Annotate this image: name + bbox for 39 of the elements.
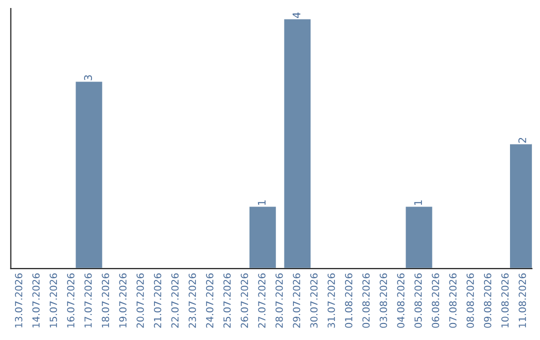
x-tick-label: 26.07.2026 xyxy=(240,273,248,328)
x-tick-label: 18.07.2026 xyxy=(102,273,110,328)
x-tick-label: 28.07.2026 xyxy=(276,273,283,328)
x-tick-label: 19.07.2026 xyxy=(119,273,127,328)
bar xyxy=(248,205,278,269)
x-tick-label: 31.07.2026 xyxy=(328,273,335,328)
x-tick-label: 06.08.2026 xyxy=(432,273,440,328)
data-label: 4 xyxy=(292,12,300,18)
bar xyxy=(282,18,312,269)
data-label: 1 xyxy=(414,200,422,205)
x-tick-label: 16.07.2026 xyxy=(67,273,74,328)
x-tick-label: 04.08.2026 xyxy=(397,273,404,328)
x-tick-label: 15.07.2026 xyxy=(50,273,58,328)
x-tick-label: 14.07.2026 xyxy=(32,273,40,328)
data-label: 3 xyxy=(84,75,92,80)
x-tick-label: 30.07.2026 xyxy=(310,273,318,328)
x-tick-label: 13.07.2026 xyxy=(14,273,22,328)
x-tick-label: 21.07.2026 xyxy=(154,273,162,328)
x-tick-label: 11.08.2026 xyxy=(518,273,526,328)
x-tick-label: 27.07.2026 xyxy=(258,273,266,328)
x-tick-label: 20.07.2026 xyxy=(136,273,144,328)
bar xyxy=(404,205,434,269)
x-tick-label: 09.08.2026 xyxy=(484,273,492,328)
x-tick-label: 22.07.2026 xyxy=(171,273,179,328)
x-tick-label: 03.08.2026 xyxy=(380,273,388,328)
data-label: 1 xyxy=(258,200,266,205)
x-tick-label: 24.07.2026 xyxy=(206,273,214,328)
x-tick-label: 01.08.2026 xyxy=(344,273,352,328)
x-tick-label: 17.07.2026 xyxy=(84,273,92,328)
x-tick-label: 29.07.2026 xyxy=(292,273,300,328)
x-tick-label: 23.07.2026 xyxy=(188,273,196,328)
x-tick-label: 25.07.2026 xyxy=(223,273,231,328)
x-tick-label: 10.08.2026 xyxy=(501,273,509,328)
x-tick-label: 05.08.2026 xyxy=(414,273,422,328)
x-tick-label: 07.08.2026 xyxy=(449,273,457,328)
data-label: 2 xyxy=(518,138,526,143)
x-tick-label: 02.08.2026 xyxy=(362,273,370,328)
x-tick-label: 08.08.2026 xyxy=(466,273,474,328)
bar xyxy=(74,80,104,269)
